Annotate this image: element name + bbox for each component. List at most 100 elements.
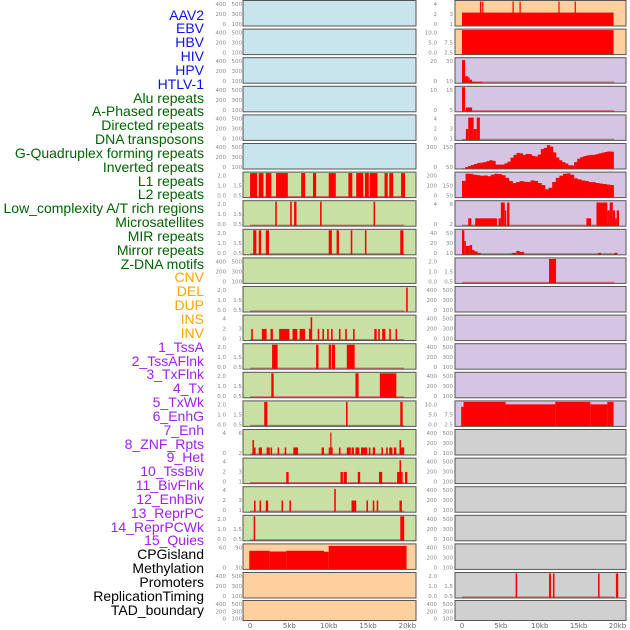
bar [574, 1, 576, 26]
bar [309, 328, 312, 341]
y-tick-label: 300 [232, 41, 243, 47]
bar [316, 344, 319, 370]
y-tick-label: 100 [232, 165, 243, 171]
y-tick-label: 400 [427, 374, 438, 380]
track-label: 14_ReprPCWk [110, 518, 204, 535]
y-tick-label: 300 [232, 609, 243, 615]
track-label: Z-DNA motifs [120, 255, 204, 272]
track-label: 11_BivFlnk [135, 477, 204, 494]
bar [374, 328, 377, 341]
y-tick-label: 2 [223, 470, 227, 476]
track-panel: 0.0 2.5 5.0 7.5 10.0 [425, 28, 627, 57]
bar [346, 401, 348, 427]
y-tick-label: 100 [232, 51, 243, 57]
y-tick-label: 1.0 [217, 384, 226, 390]
y-tick-label: 300 [443, 384, 454, 390]
panel-frame [454, 600, 627, 621]
y-tick-label: 500 [443, 374, 454, 380]
panel-frame [454, 400, 627, 427]
y-tick-label: 0.5 [233, 194, 242, 200]
bar [607, 151, 611, 169]
y-tick-label: 5.0 [428, 41, 437, 47]
y-tick-label: 0.5 [233, 308, 242, 314]
panel-frame [454, 486, 627, 513]
y-tick-label: 0.0 [217, 422, 226, 428]
bar [505, 404, 556, 427]
bar [279, 328, 290, 341]
bar [351, 500, 357, 513]
y-tick-label: 150 [443, 145, 454, 151]
x-tick-label: 0 [460, 622, 464, 630]
bar [301, 173, 306, 198]
x-tick-label: 20kb [609, 622, 627, 630]
track-label: ReplicationTiming [93, 587, 204, 604]
bar [461, 30, 614, 55]
panel-background [243, 86, 416, 112]
y-tick-label: 100 [443, 537, 454, 543]
y-tick-label: 1.5 [233, 412, 242, 418]
x-tick-label: 10kb [320, 622, 338, 630]
panel-background [455, 57, 626, 84]
bar [469, 173, 474, 198]
track-panel: 0 100 200 300 400 500 [216, 85, 417, 114]
y-tick-label: 200 [427, 498, 438, 504]
panel-frame [242, 371, 417, 399]
bar [540, 149, 545, 169]
bar [328, 545, 407, 570]
bar [468, 165, 472, 169]
track-label: 1_TssA [158, 338, 204, 355]
track-panel: 0.0 0.5 1.0 1.5 2.0 [217, 400, 417, 428]
y-tick-label: 0.5 [233, 222, 242, 228]
bar [511, 252, 517, 255]
track-label: CPGisland [137, 546, 204, 563]
bar [607, 401, 614, 427]
bar [610, 151, 614, 169]
y-tick-label: 0 [434, 308, 438, 314]
bar [558, 1, 560, 26]
bar [343, 471, 347, 484]
bar [399, 460, 402, 484]
y-tick-label: 200 [216, 98, 227, 104]
y-tick-label: 400 [216, 602, 227, 608]
bar [320, 201, 322, 227]
track-label: DNA transposons [95, 131, 204, 148]
y-tick-label: 500 [443, 460, 454, 466]
panel-background [455, 315, 626, 341]
y-tick-label: 500 [232, 59, 243, 65]
panel-frame [242, 0, 417, 27]
track-panel: 0 5 10 15 [430, 85, 627, 114]
y-tick-label: 20 [430, 59, 437, 65]
bar [584, 180, 589, 198]
panel-frame [242, 543, 417, 570]
bar [265, 230, 269, 255]
y-tick-label: 2.0 [217, 374, 226, 380]
bar [400, 401, 403, 427]
bar [612, 210, 616, 227]
baseline [461, 596, 615, 598]
bar [562, 162, 566, 169]
y-tick-label: 10.0 [425, 402, 438, 408]
panel-background [243, 515, 416, 541]
bar [253, 230, 257, 255]
bar [254, 447, 256, 455]
track-label: EBV [175, 20, 204, 37]
y-tick-label: 0 [434, 451, 438, 457]
track-label: AAV2 [169, 6, 204, 23]
y-tick-label: 200 [427, 527, 438, 533]
panel-frame [242, 314, 417, 342]
bar [508, 180, 513, 198]
panel-background [455, 458, 626, 484]
track-panel: 0 1 2 3 4 [434, 114, 627, 142]
y-tick-label: 0 [223, 565, 227, 571]
y-tick-label: 0.5 [444, 594, 453, 600]
bar [399, 500, 402, 513]
y-tick-label: 400 [427, 517, 438, 523]
x-tick-label: 20kb [399, 622, 417, 630]
panel-frame [454, 314, 627, 342]
panel-background [455, 86, 626, 112]
track-panel: 0 2 4 6 [434, 200, 627, 228]
y-tick-label: 0.0 [217, 394, 226, 400]
track-label: CNV [174, 269, 204, 286]
panel-background [455, 229, 626, 255]
y-tick-label: 4 [223, 488, 227, 494]
